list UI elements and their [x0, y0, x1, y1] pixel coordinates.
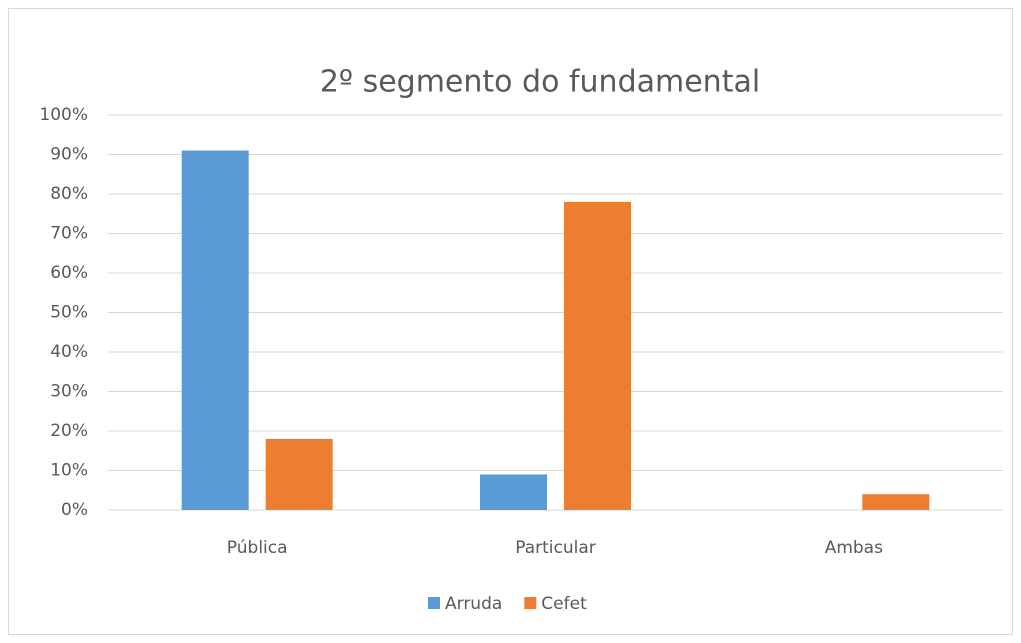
bar — [564, 201, 631, 510]
x-tick-label: Particular — [515, 538, 596, 558]
chart-frame — [8, 8, 1013, 635]
y-tick-label: 30% — [50, 382, 88, 402]
bar — [862, 494, 930, 510]
y-tick-label: 20% — [50, 421, 88, 441]
y-tick-label: 60% — [50, 263, 88, 283]
y-tick-label: 0% — [61, 500, 88, 520]
y-tick-label: 100% — [39, 105, 88, 125]
y-tick-label: 70% — [50, 224, 88, 244]
x-tick-label: Ambas — [825, 538, 883, 558]
legend-swatch — [524, 597, 537, 609]
legend-label: Cefet — [541, 594, 587, 614]
bar — [181, 150, 249, 511]
legend-label: Arruda — [445, 594, 502, 614]
x-tick-label: Pública — [227, 538, 288, 558]
legend-swatch — [428, 597, 440, 609]
chart-title: 2º segmento do fundamental — [320, 65, 760, 100]
y-tick-label: 80% — [50, 184, 88, 204]
bar — [480, 474, 547, 510]
y-tick-label: 50% — [50, 303, 88, 323]
bar — [265, 438, 333, 510]
y-tick-label: 90% — [50, 145, 88, 165]
y-tick-label: 40% — [50, 342, 88, 362]
y-tick-label: 10% — [50, 461, 88, 481]
